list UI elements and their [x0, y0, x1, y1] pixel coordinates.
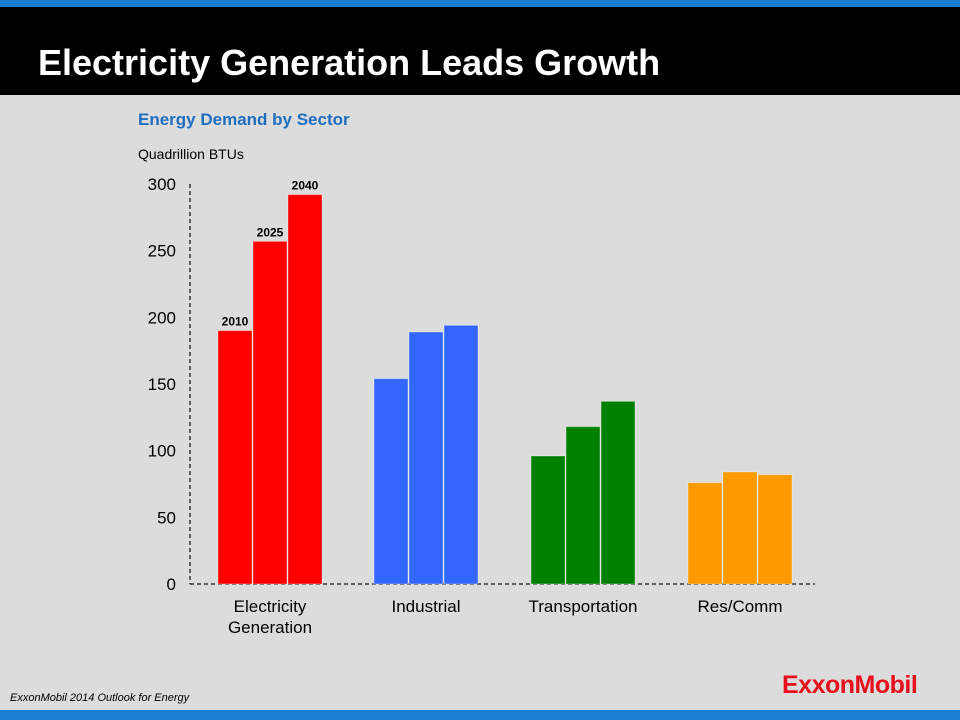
y-tick-label: 150 — [148, 375, 176, 394]
bottom-stripe — [0, 710, 960, 720]
exxonmobil-logo: ExxonMobil — [782, 671, 918, 699]
x-category-label: Industrial — [392, 597, 461, 616]
bar — [600, 400, 636, 585]
bar — [408, 331, 444, 585]
x-category-label: Transportation — [529, 597, 638, 616]
y-tick-label: 100 — [148, 442, 176, 461]
bar — [530, 455, 566, 585]
bar — [757, 474, 793, 585]
chart-bars — [217, 194, 793, 585]
bar-year-label: 2010 — [222, 315, 249, 329]
bar — [722, 471, 758, 585]
bar — [287, 194, 323, 585]
bar-year-label: 2025 — [257, 225, 284, 239]
x-category-label: Generation — [228, 618, 312, 637]
bar — [443, 324, 479, 585]
x-category-label: Res/Comm — [697, 597, 782, 616]
y-tick-label: 50 — [157, 508, 176, 527]
x-category-label: Electricity — [234, 597, 307, 616]
bar — [217, 330, 253, 585]
bar — [252, 240, 288, 585]
chart-subtitle: Energy Demand by Sector — [138, 110, 350, 129]
y-tick-label: 250 — [148, 242, 176, 261]
bar — [565, 426, 601, 585]
y-tick-label: 300 — [148, 175, 176, 194]
chart-labels: 0 50 100 150 200 250 300 2010 2025 2040 Electricit… — [148, 175, 783, 637]
bar — [687, 482, 723, 585]
bar — [373, 378, 409, 585]
title-bar — [0, 7, 960, 95]
slide-title: Electricity Generation Leads Growth — [38, 42, 661, 83]
top-stripe — [0, 0, 960, 7]
y-tick-label: 200 — [148, 308, 176, 327]
y-tick-label: 0 — [167, 575, 176, 594]
bar-year-label: 2040 — [292, 179, 319, 193]
chart-units-label: Quadrillion BTUs — [138, 146, 244, 162]
source-footer: ExxonMobil 2014 Outlook for Energy — [10, 692, 190, 704]
